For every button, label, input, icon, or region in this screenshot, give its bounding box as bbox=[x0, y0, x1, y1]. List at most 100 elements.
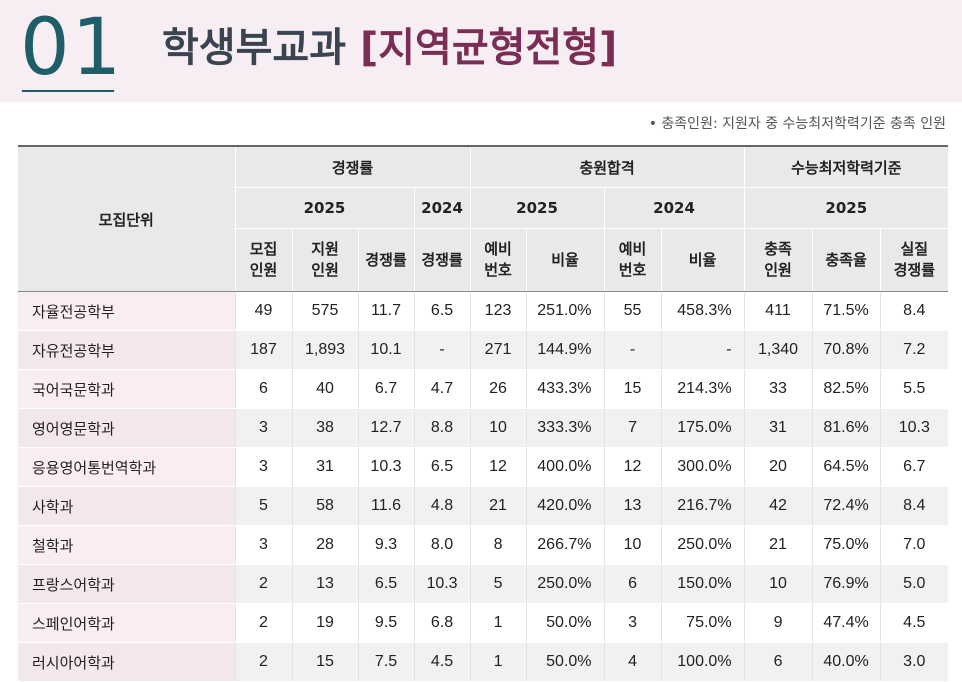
table-cell: 40 bbox=[292, 369, 359, 409]
table-cell: 4.5 bbox=[880, 603, 949, 643]
table-cell: 28 bbox=[292, 525, 359, 565]
table-cell: 76.9% bbox=[812, 564, 881, 604]
col-actual-competition: 실질 경쟁률 bbox=[880, 228, 949, 292]
table-cell: 3 bbox=[604, 603, 662, 643]
table-cell: 21 bbox=[744, 525, 813, 565]
col-waitlist-number: 예비 번호 bbox=[470, 228, 527, 292]
table-cell: 300.0% bbox=[661, 447, 745, 487]
col-met-count: 충족 인원 bbox=[744, 228, 813, 292]
table-cell: 3 bbox=[235, 525, 293, 565]
table-cell: 7.0 bbox=[880, 525, 949, 565]
table-cell: 6.7 bbox=[358, 369, 415, 409]
recruit-unit-name: 응용영어통번역학과 bbox=[18, 447, 236, 487]
table-cell: 10.3 bbox=[358, 447, 415, 487]
table-cell: 26 bbox=[470, 369, 527, 409]
table-cell: 13 bbox=[292, 564, 359, 604]
table-cell: 100.0% bbox=[661, 642, 745, 682]
table-cell: 10 bbox=[470, 408, 527, 448]
table-cell: 70.8% bbox=[812, 330, 881, 370]
table-cell: 214.3% bbox=[661, 369, 745, 409]
table-cell: 6.5 bbox=[414, 447, 471, 487]
table-row: 자유전공학부 187 1,893 10.1-271 144.9% - -1,340 70.8%… bbox=[18, 330, 949, 370]
table-cell: 6.7 bbox=[880, 447, 949, 487]
recruit-unit-name: 자유전공학부 bbox=[18, 330, 236, 370]
table-cell: 3.0 bbox=[880, 642, 949, 682]
table-cell: 5 bbox=[470, 564, 527, 604]
table-cell: 81.6% bbox=[812, 408, 881, 448]
footnote: • 충족인원: 지원자 중 수능최저학력기준 충족 인원 bbox=[648, 116, 946, 132]
table-cell: 4.7 bbox=[414, 369, 471, 409]
table-cell: 21 bbox=[470, 486, 527, 526]
table-cell: 10.3 bbox=[880, 408, 949, 448]
table-cell: 144.9% bbox=[526, 330, 605, 370]
table-cell: 11.6 bbox=[358, 486, 415, 526]
page-title: 학생부교과 [지역균형전형] bbox=[162, 22, 617, 74]
header-competition-2025: 2025 bbox=[235, 187, 415, 229]
table-cell: 40.0% bbox=[812, 642, 881, 682]
title-sub: [지역균형전형] bbox=[359, 25, 618, 71]
col-ratio: 비율 bbox=[526, 228, 605, 292]
table-cell: 6 bbox=[604, 564, 662, 604]
table-cell: 400.0% bbox=[526, 447, 605, 487]
header-competition-2024: 2024 bbox=[414, 187, 471, 229]
table-cell: 250.0% bbox=[661, 525, 745, 565]
table-row: 자율전공학부 49 575 11.7 6.5 123 251.0% 55 458.3% 411 71… bbox=[18, 291, 949, 331]
table-cell: 10.3 bbox=[414, 564, 471, 604]
table-row: 응용영어통번역학과 3 31 10.3 6.5 12 400.0% 12 300.0% 20 64.… bbox=[18, 447, 949, 487]
recruit-unit-name: 스페인어학과 bbox=[18, 603, 236, 643]
table-cell: 58 bbox=[292, 486, 359, 526]
table-cell: 266.7% bbox=[526, 525, 605, 565]
table-cell: 5 bbox=[235, 486, 293, 526]
table-cell: 1 bbox=[470, 603, 527, 643]
table-cell: 175.0% bbox=[661, 408, 745, 448]
table-row: 러시아어학과 2 15 7.5 4.5 1 50.0% 4 100.0% 6 40.0% 3.0 bbox=[18, 642, 949, 682]
table-cell: 5.0 bbox=[880, 564, 949, 604]
table-cell: 216.7% bbox=[661, 486, 745, 526]
table-cell: 4.5 bbox=[414, 642, 471, 682]
col-ratio-2024: 비율 bbox=[661, 228, 745, 292]
table-cell: 75.0% bbox=[812, 525, 881, 565]
table-cell: 38 bbox=[292, 408, 359, 448]
table-cell: 10 bbox=[604, 525, 662, 565]
table-cell: 50.0% bbox=[526, 603, 605, 643]
table-row: 철학과 3 28 9.3 8.0 8 266.7% 10 250.0% 21 75.0% 7.0 bbox=[18, 525, 949, 565]
recruit-unit-name: 국어국문학과 bbox=[18, 369, 236, 409]
table-cell: 64.5% bbox=[812, 447, 881, 487]
table-cell: 19 bbox=[292, 603, 359, 643]
table-cell: 2 bbox=[235, 603, 293, 643]
table-cell: 31 bbox=[744, 408, 813, 448]
table-cell: 72.4% bbox=[812, 486, 881, 526]
table-cell: 8.0 bbox=[414, 525, 471, 565]
col-waitlist-number-2024: 예비 번호 bbox=[604, 228, 662, 292]
title-main: 학생부교과 bbox=[162, 25, 346, 71]
table-cell: 49 bbox=[235, 291, 293, 331]
table-cell: 11.7 bbox=[358, 291, 415, 331]
table-cell: 8 bbox=[470, 525, 527, 565]
table-cell: 75.0% bbox=[661, 603, 745, 643]
table-cell: - bbox=[604, 330, 662, 370]
table-cell: 82.5% bbox=[812, 369, 881, 409]
page-header: 01 학생부교과 [지역균형전형] bbox=[0, 0, 962, 102]
table-cell: 6 bbox=[744, 642, 813, 682]
table-cell: 12 bbox=[604, 447, 662, 487]
table-cell: 9.5 bbox=[358, 603, 415, 643]
table-cell: 3 bbox=[235, 408, 293, 448]
section-number-underline bbox=[22, 90, 114, 92]
table-cell: 10 bbox=[744, 564, 813, 604]
col-met-rate: 충족율 bbox=[812, 228, 881, 292]
table-cell: 187 bbox=[235, 330, 293, 370]
table-cell: 420.0% bbox=[526, 486, 605, 526]
col-applicants: 지원 인원 bbox=[292, 228, 359, 292]
table-cell: 4.8 bbox=[414, 486, 471, 526]
table-cell: 5.5 bbox=[880, 369, 949, 409]
table-cell: 6.8 bbox=[414, 603, 471, 643]
table-cell: 20 bbox=[744, 447, 813, 487]
admission-results-table: 모집단위 경쟁률 충원합격 수능최저학력기준 2025 2024 2025 20… bbox=[18, 145, 949, 682]
table-cell: 433.3% bbox=[526, 369, 605, 409]
table-cell: 458.3% bbox=[661, 291, 745, 331]
table-row: 프랑스어학과 2 13 6.5 10.3 5 250.0% 6 150.0% 10 76.9% 5.0 bbox=[18, 564, 949, 604]
recruit-unit-name: 사학과 bbox=[18, 486, 236, 526]
table-cell: 31 bbox=[292, 447, 359, 487]
table-cell: 123 bbox=[470, 291, 527, 331]
header-csat-minimum: 수능최저학력기준 bbox=[744, 145, 949, 188]
